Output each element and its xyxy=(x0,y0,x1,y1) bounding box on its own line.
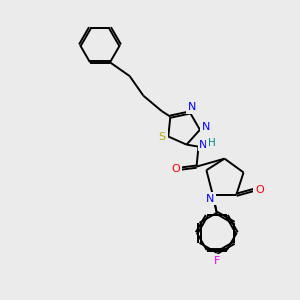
Text: F: F xyxy=(214,256,220,266)
Text: O: O xyxy=(171,164,180,174)
Text: N: N xyxy=(188,103,196,112)
Text: O: O xyxy=(255,185,264,195)
Text: H: H xyxy=(208,138,215,148)
Text: N: N xyxy=(206,194,214,204)
Text: N: N xyxy=(199,140,208,150)
Text: S: S xyxy=(159,131,166,142)
Text: N: N xyxy=(202,122,210,132)
